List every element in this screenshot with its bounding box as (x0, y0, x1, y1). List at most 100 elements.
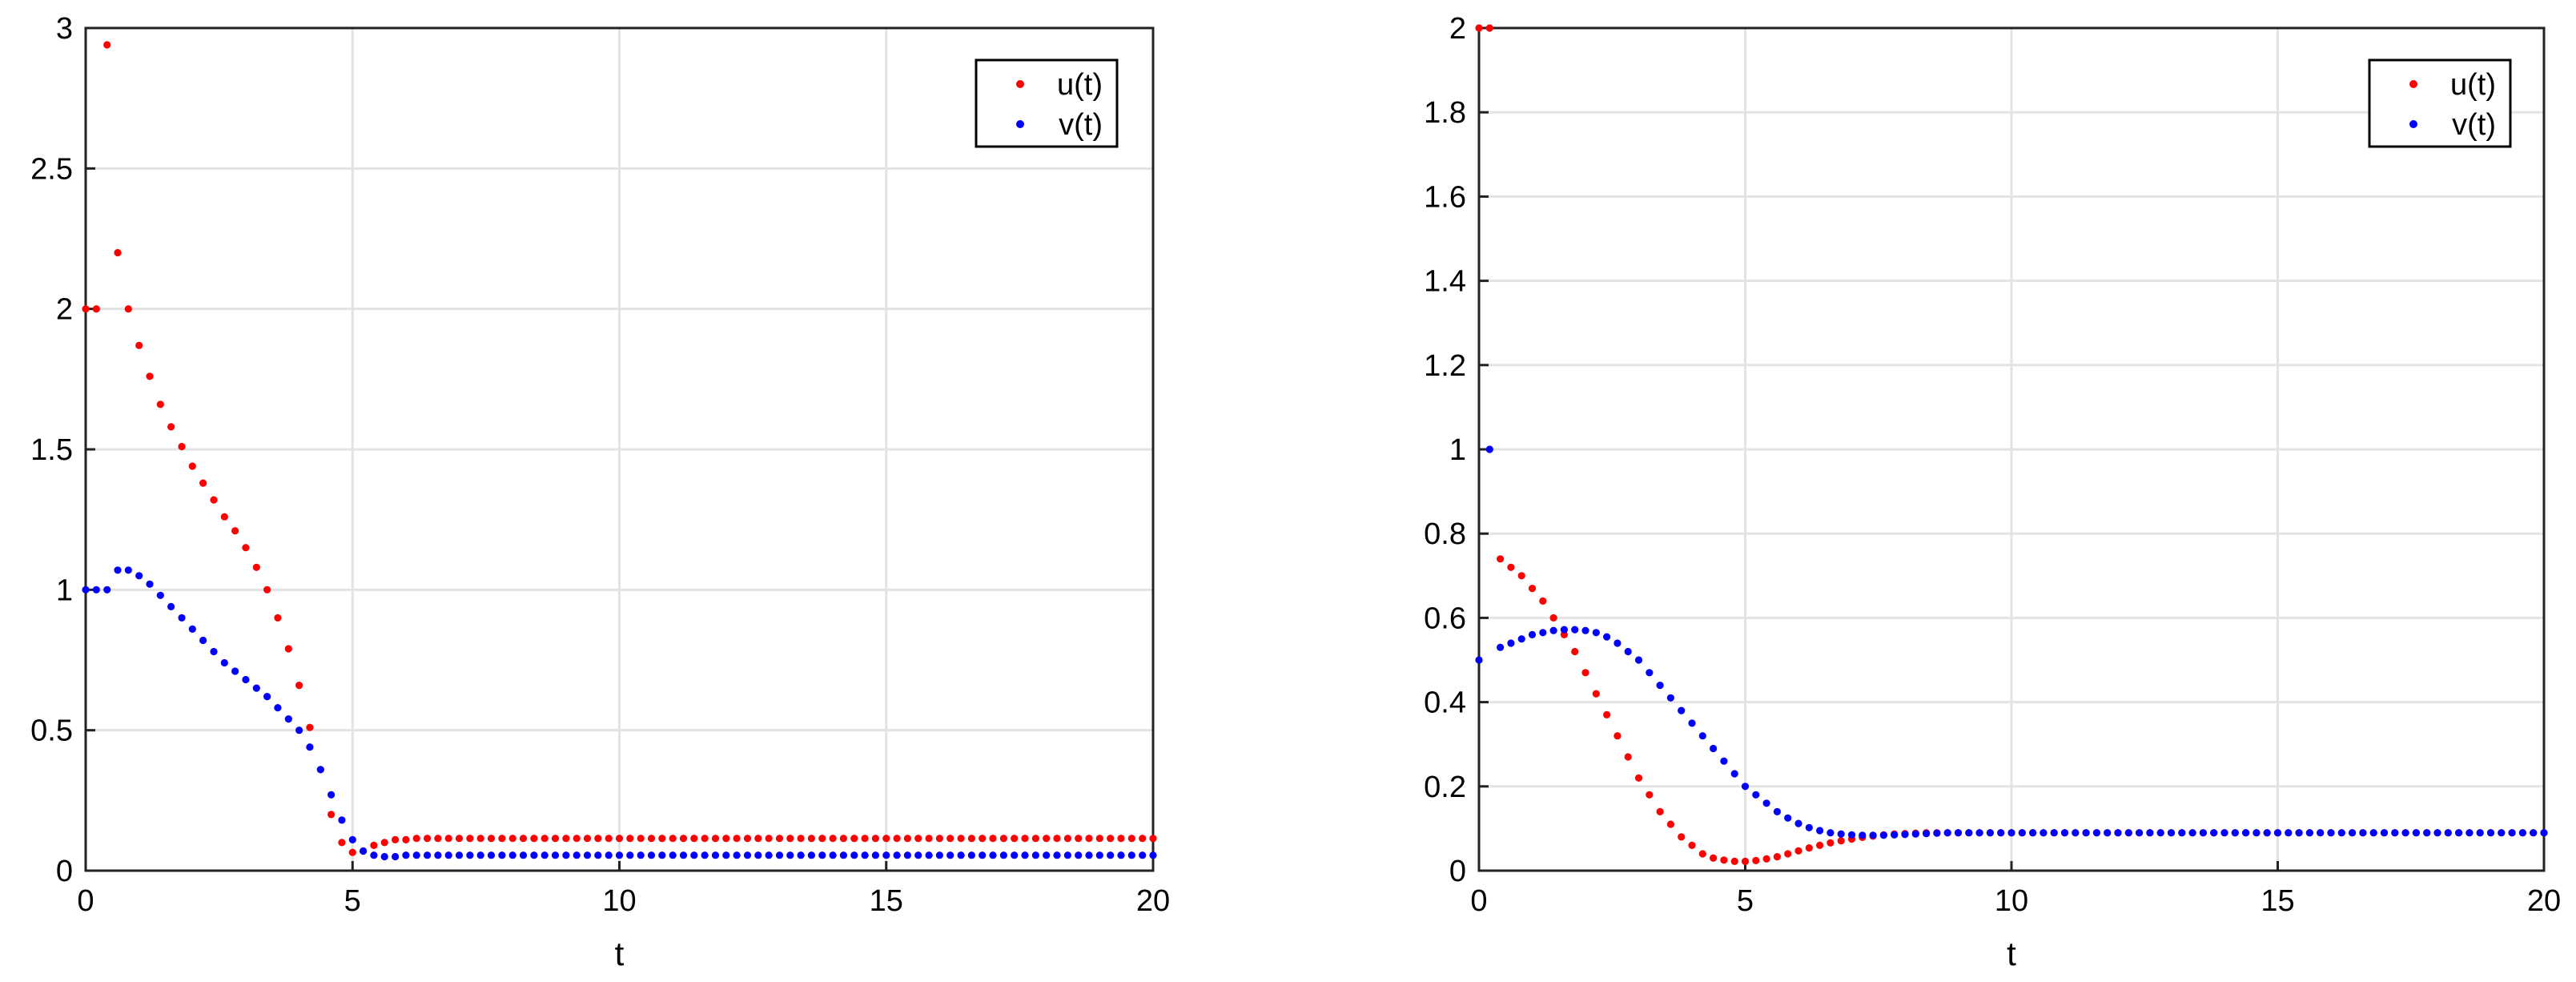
data-point (402, 851, 410, 859)
data-point (1053, 851, 1061, 859)
data-point (338, 839, 346, 847)
data-point (1549, 626, 1557, 634)
data-point (594, 835, 602, 843)
data-point (1656, 682, 1664, 690)
data-point (1954, 829, 1963, 837)
data-point (861, 851, 869, 859)
data-point (1646, 669, 1654, 677)
data-point (295, 682, 303, 690)
data-point (1678, 706, 1686, 714)
data-point (1031, 835, 1039, 843)
data-point (946, 835, 954, 843)
data-point (1911, 830, 1919, 838)
data-point (1475, 656, 1483, 664)
data-point (1847, 831, 1856, 839)
data-point (1624, 647, 1632, 656)
data-point (2359, 829, 2367, 837)
data-point (679, 851, 688, 859)
data-point (519, 835, 528, 843)
data-point (1043, 835, 1051, 843)
data-point (850, 835, 858, 843)
legend-marker (2409, 80, 2417, 88)
data-point (1043, 851, 1051, 859)
data-point (220, 513, 228, 521)
x-tick-label: 0 (1470, 884, 1487, 918)
data-point (1646, 791, 1654, 799)
data-point (1063, 835, 1071, 843)
y-tick-label: 0.5 (30, 714, 73, 748)
data-point (1528, 630, 1537, 639)
data-point (1614, 732, 1622, 740)
data-point (82, 305, 90, 313)
data-point (999, 835, 1007, 843)
data-point (1730, 857, 1738, 865)
legend-box (975, 58, 1119, 148)
data-point (487, 851, 496, 859)
data-point (1095, 835, 1103, 843)
data-point (1021, 851, 1029, 859)
data-point (583, 851, 592, 859)
data-point (1688, 841, 1696, 849)
data-point (2412, 829, 2420, 837)
data-point (124, 566, 132, 574)
legend: u(t) v(t) (975, 58, 1119, 148)
data-point (573, 835, 581, 843)
data-point (1986, 829, 1994, 837)
data-point (765, 851, 773, 859)
data-point (2369, 829, 2377, 837)
data-point (306, 723, 314, 731)
data-point (1517, 572, 1525, 580)
data-point (476, 851, 484, 859)
data-point (1581, 669, 1589, 677)
data-point (114, 248, 122, 257)
data-point (1997, 829, 2005, 837)
data-point (2007, 829, 2015, 837)
data-point (701, 851, 709, 859)
data-point (1581, 626, 1589, 634)
x-axis-label: t (2007, 935, 2016, 972)
data-point (188, 625, 196, 634)
data-point (530, 851, 538, 859)
data-point (2476, 829, 2484, 837)
data-point (316, 766, 324, 774)
data-point (957, 835, 965, 843)
data-point (1891, 831, 1899, 839)
data-point (1075, 835, 1083, 843)
data-point (380, 839, 388, 847)
data-point (2486, 829, 2495, 837)
data-point (508, 835, 516, 843)
data-point (1485, 24, 1493, 32)
data-point (252, 684, 260, 692)
data-point (807, 835, 816, 843)
data-point (999, 851, 1007, 859)
data-point (1117, 835, 1125, 843)
data-point (701, 835, 709, 843)
y-tick-label: 2 (1449, 12, 1466, 46)
data-point (626, 835, 634, 843)
data-point (103, 586, 111, 594)
data-point (146, 372, 154, 380)
data-point (1773, 853, 1781, 861)
data-point (775, 851, 784, 859)
data-point (925, 835, 933, 843)
x-tick-label: 10 (1995, 884, 2028, 918)
data-point (530, 835, 538, 843)
legend-marker (2409, 120, 2417, 128)
data-point (1571, 626, 1579, 634)
data-point (2114, 829, 2122, 837)
data-point (573, 851, 581, 859)
data-point (103, 41, 111, 49)
data-point (914, 835, 922, 843)
data-point (1592, 629, 1600, 637)
data-point (1127, 835, 1135, 843)
data-point (690, 835, 698, 843)
data-point (242, 675, 250, 684)
data-point (2540, 829, 2548, 837)
y-tick-label: 1 (56, 574, 73, 607)
y-tick-label: 2.5 (30, 152, 73, 186)
data-point (231, 527, 239, 535)
data-point (360, 847, 368, 855)
data-point (2231, 829, 2239, 837)
data-point (765, 835, 773, 843)
data-point (1634, 774, 1643, 782)
